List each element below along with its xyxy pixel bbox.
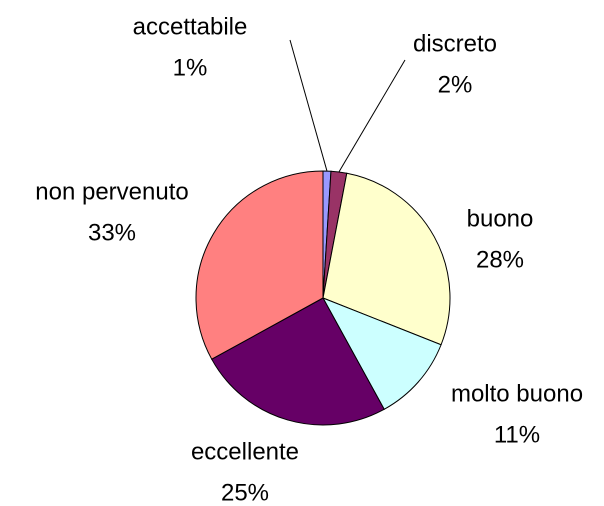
slice-label: non pervenuto	[35, 178, 188, 205]
leader-line	[289, 39, 328, 172]
slice-label: eccellente	[191, 438, 299, 465]
slice-value-label: 11%	[494, 421, 540, 448]
slice-value-label: 1%	[173, 54, 208, 81]
pie-slice	[321, 297, 442, 410]
pie-slice	[211, 297, 385, 426]
slice-value-label: 25%	[221, 479, 269, 506]
pie-slice	[195, 170, 324, 360]
slice-value-label: 28%	[476, 246, 524, 273]
slice-value-label: 33%	[88, 219, 136, 246]
slice-label: molto buono	[451, 380, 583, 407]
slice-label: accettabile	[133, 13, 248, 40]
leader-line	[338, 59, 406, 173]
slice-value-label: 2%	[438, 71, 473, 98]
slice-label: discreto	[413, 30, 497, 57]
pie-slice	[322, 172, 451, 346]
slice-label: buono	[467, 205, 534, 232]
